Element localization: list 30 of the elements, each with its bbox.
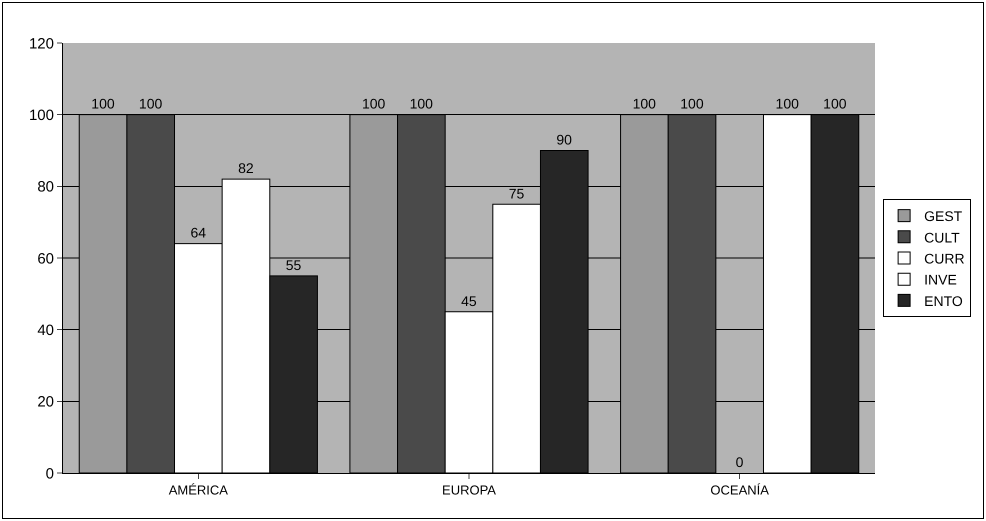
- legend-label: INVE: [924, 272, 957, 288]
- legend-label: CURR: [924, 250, 965, 266]
- x-tick-label: AMÉRICA: [168, 482, 228, 498]
- y-tick-label: 0: [46, 465, 54, 482]
- y-tick-label: 20: [37, 394, 54, 411]
- y-tick-label: 100: [28, 106, 54, 124]
- data-label: 100: [410, 96, 434, 112]
- data-label: 0: [736, 454, 744, 470]
- data-label: 64: [190, 224, 206, 241]
- data-label: 100: [680, 96, 704, 112]
- data-label: 100: [362, 96, 386, 112]
- y-tick-label: 60: [37, 250, 54, 268]
- data-label: 75: [508, 185, 525, 202]
- legend-label: GEST: [924, 208, 963, 224]
- data-label: 45: [461, 292, 477, 309]
- data-label: 55: [286, 256, 302, 273]
- data-label: 100: [138, 96, 162, 112]
- data-label: 90: [556, 132, 572, 148]
- y-tick-label: 80: [37, 178, 54, 196]
- x-tick-label: EUROPA: [442, 482, 496, 498]
- legend-label: CULT: [924, 229, 960, 246]
- data-label: 100: [91, 96, 115, 112]
- y-tick-label: 40: [37, 322, 54, 339]
- y-tick-label: 120: [28, 35, 54, 52]
- x-tick-label: OCEANÍA: [710, 482, 770, 498]
- data-label: 100: [776, 96, 800, 112]
- data-label: 100: [632, 96, 656, 112]
- data-label: 100: [823, 96, 847, 112]
- legend-label: ENTO: [924, 292, 963, 309]
- data-label: 82: [238, 160, 254, 176]
